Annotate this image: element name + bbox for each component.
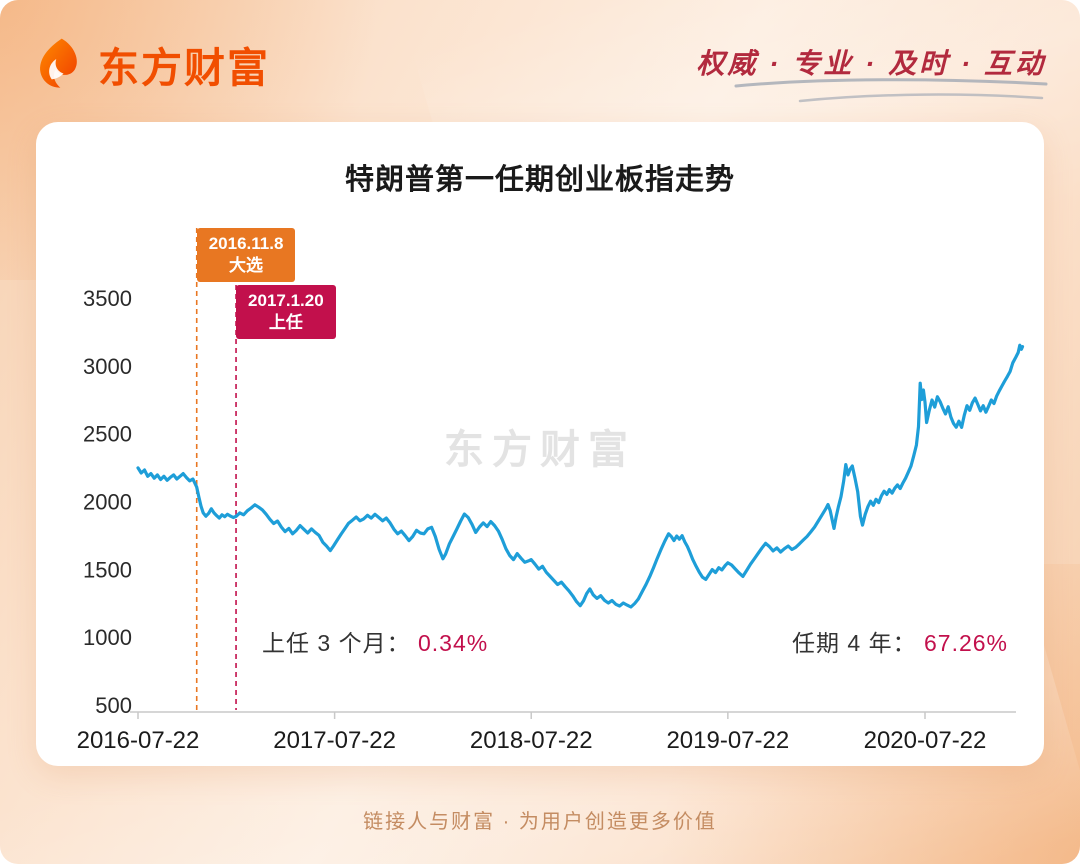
inauguration-marker-label: 上任 [268, 313, 303, 333]
index-line-series [136, 343, 1025, 609]
annotation-4-years-prefix: 任期 4 年： [792, 630, 917, 656]
line-chart: 2016-07-22 2017-07-22 2018-07-22 2019-07-22… [77, 228, 1025, 754]
x-axis-label: 2020-07-22 [864, 727, 987, 754]
annotation-4-years-value: 67.26% [923, 630, 1008, 656]
x-axis-label: 2018-07-22 [470, 727, 593, 754]
x-axis-label: 2017-07-22 [273, 727, 396, 754]
election-marker: 2016.11.8 大选 [196, 228, 296, 283]
brand-logo: 东方财富 [30, 34, 270, 94]
annotation-4-years: 任期 4 年： 67.26% [792, 624, 1008, 658]
y-axis-label: 2500 [83, 422, 132, 447]
slogan-underline-strokes [734, 78, 1048, 103]
inauguration-marker: 2017.1.20 上任 [236, 285, 336, 340]
annotation-3-months-prefix: 上任 3 个月： [262, 630, 411, 656]
header-slogan: 权威 · 专业 · 及时 · 互动 [696, 48, 1046, 79]
y-axis-label: 1000 [83, 625, 132, 650]
chart-card: 特朗普第一任期创业板指走势 2016-07-22 2017-07-22 2018-0… [36, 122, 1044, 766]
election-marker-date: 2016.11.8 [208, 234, 284, 253]
inauguration-marker-date: 2017.1.20 [248, 291, 324, 310]
x-axis-label: 2019-07-22 [666, 727, 789, 754]
election-marker-label: 大选 [229, 256, 264, 276]
footer-tagline: 链接人与财富 · 为用户创造更多价值 [363, 811, 717, 833]
chart-title: 特朗普第一任期创业板指走势 [344, 164, 735, 196]
chart-area: 2016-07-22 2017-07-22 2018-07-22 2019-07-22… [36, 122, 1044, 766]
y-axis-label: 3500 [83, 286, 132, 311]
brand-name: 东方财富 [98, 45, 270, 91]
x-axis-label: 2016-07-22 [77, 727, 200, 754]
flame-icon [40, 38, 77, 88]
y-axis-label: 500 [95, 693, 132, 718]
y-axis-label: 3000 [83, 354, 132, 379]
y-axis-label: 2000 [83, 490, 132, 515]
y-axis-label: 1500 [83, 557, 132, 582]
annotation-3-months-value: 0.34% [417, 630, 489, 656]
annotation-3-months: 上任 3 个月： 0.34% [262, 624, 488, 658]
